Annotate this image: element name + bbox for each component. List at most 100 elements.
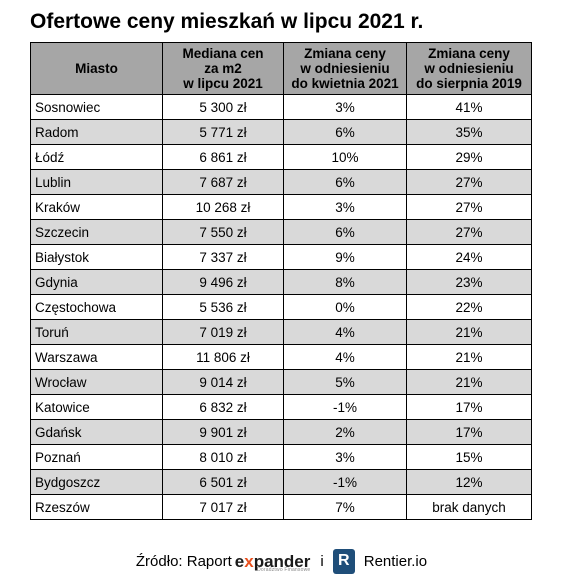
table-row: Częstochowa 5 536 zł 0% 22% (30, 294, 532, 320)
cell-change-april-2021: -1% (283, 394, 407, 420)
cell-change-august-2019: 21% (406, 319, 532, 345)
cell-change-april-2021: 4% (283, 344, 407, 370)
cell-city: Wrocław (30, 369, 163, 395)
cell-city: Szczecin (30, 219, 163, 245)
cell-median-price: 5 536 zł (162, 294, 284, 320)
cell-city: Warszawa (30, 344, 163, 370)
expander-logo: expander Doradztwo Finansowe (234, 551, 311, 573)
cell-median-price: 5 300 zł (162, 94, 284, 120)
cell-city: Kraków (30, 194, 163, 220)
table-row: Kraków 10 268 zł 3% 27% (30, 194, 532, 220)
table-row: Warszawa 11 806 zł 4% 21% (30, 344, 532, 370)
cell-change-august-2019: 35% (406, 119, 532, 145)
cell-change-august-2019: 17% (406, 394, 532, 420)
cell-median-price: 6 861 zł (162, 144, 284, 170)
cell-median-price: 10 268 zł (162, 194, 284, 220)
cell-median-price: 5 771 zł (162, 119, 284, 145)
cell-change-august-2019: 22% (406, 294, 532, 320)
source-label: Źródło: Raport (135, 552, 232, 570)
cell-change-april-2021: 8% (283, 269, 407, 295)
cell-city: Łódź (30, 144, 163, 170)
cell-city: Katowice (30, 394, 163, 420)
cell-change-april-2021: -1% (283, 469, 407, 495)
table-row: Szczecin 7 550 zł 6% 27% (30, 219, 532, 245)
table-row: Wrocław 9 014 zł 5% 21% (30, 369, 532, 395)
cell-change-august-2019: 12% (406, 469, 532, 495)
cell-change-august-2019: 15% (406, 444, 532, 470)
cell-city: Częstochowa (30, 294, 163, 320)
cell-median-price: 9 496 zł (162, 269, 284, 295)
table-row: Gdynia 9 496 zł 8% 23% (30, 269, 532, 295)
cell-city: Białystok (30, 244, 163, 270)
table-row: Katowice 6 832 zł -1% 17% (30, 394, 532, 420)
cell-change-april-2021: 0% (283, 294, 407, 320)
table-row: Rzeszów 7 017 zł 7% brak danych (30, 494, 532, 520)
cell-median-price: 7 019 zł (162, 319, 284, 345)
cell-change-april-2021: 3% (283, 194, 407, 220)
cell-change-august-2019: 17% (406, 419, 532, 445)
cell-change-august-2019: 21% (406, 369, 532, 395)
cell-change-august-2019: 24% (406, 244, 532, 270)
cell-change-august-2019: 23% (406, 269, 532, 295)
cell-change-april-2021: 3% (283, 444, 407, 470)
cell-median-price: 7 687 zł (162, 169, 284, 195)
table-row: Lublin 7 687 zł 6% 27% (30, 169, 532, 195)
table-row: Gdańsk 9 901 zł 2% 17% (30, 419, 532, 445)
header-change-august-2019: Zmiana ceny w odniesieniu do sierpnia 20… (406, 42, 532, 95)
cell-change-april-2021: 6% (283, 219, 407, 245)
cell-city: Gdańsk (30, 419, 163, 445)
header-row: Miasto Mediana cen za m2 w lipcu 2021 Zm… (30, 42, 532, 95)
cell-city: Radom (30, 119, 163, 145)
rentier-name: Rentier.io (363, 552, 428, 570)
table-row: Bydgoszcz 6 501 zł -1% 12% (30, 469, 532, 495)
table-row: Radom 5 771 zł 6% 35% (30, 119, 532, 145)
cell-city: Sosnowiec (30, 94, 163, 120)
cell-median-price: 11 806 zł (162, 344, 284, 370)
cell-change-april-2021: 5% (283, 369, 407, 395)
cell-city: Poznań (30, 444, 163, 470)
price-table: Miasto Mediana cen za m2 w lipcu 2021 Zm… (30, 42, 532, 520)
cell-median-price: 9 014 zł (162, 369, 284, 395)
table-body: Sosnowiec 5 300 zł 3% 41% Radom 5 771 zł 6% 35%… (30, 94, 532, 520)
cell-change-august-2019: 27% (406, 219, 532, 245)
cell-change-april-2021: 2% (283, 419, 407, 445)
cell-change-april-2021: 3% (283, 94, 407, 120)
source-conjunction: i (320, 552, 324, 570)
cell-median-price: 6 832 zł (162, 394, 284, 420)
header-change-april-2021: Zmiana ceny w odniesieniu do kwietnia 20… (283, 42, 407, 95)
cell-median-price: 8 010 zł (162, 444, 284, 470)
cell-change-april-2021: 4% (283, 319, 407, 345)
table-row: Białystok 7 337 zł 9% 24% (30, 244, 532, 270)
cell-change-august-2019: 29% (406, 144, 532, 170)
page-title: Ofertowe ceny mieszkań w lipcu 2021 r. (30, 10, 424, 33)
cell-median-price: 7 017 zł (162, 494, 284, 520)
cell-city: Gdynia (30, 269, 163, 295)
cell-city: Toruń (30, 319, 163, 345)
cell-change-april-2021: 9% (283, 244, 407, 270)
cell-median-price: 7 337 zł (162, 244, 284, 270)
cell-change-august-2019: 21% (406, 344, 532, 370)
header-median-price: Mediana cen za m2 w lipcu 2021 (162, 42, 284, 95)
cell-change-april-2021: 10% (283, 144, 407, 170)
table-row: Poznań 8 010 zł 3% 15% (30, 444, 532, 470)
cell-median-price: 6 501 zł (162, 469, 284, 495)
header-city: Miasto (30, 42, 163, 95)
cell-change-august-2019: 41% (406, 94, 532, 120)
cell-city: Lublin (30, 169, 163, 195)
table-header: Miasto Mediana cen za m2 w lipcu 2021 Zm… (30, 42, 532, 95)
cell-city: Rzeszów (30, 494, 163, 520)
cell-change-april-2021: 6% (283, 119, 407, 145)
cell-change-august-2019: 27% (406, 194, 532, 220)
cell-median-price: 7 550 zł (162, 219, 284, 245)
cell-change-august-2019: brak danych (406, 494, 532, 520)
rentier-logo-icon: R (332, 548, 355, 574)
cell-change-april-2021: 6% (283, 169, 407, 195)
source-footer: Źródło: Raport expander Doradztwo Finanso… (0, 545, 563, 577)
cell-city: Bydgoszcz (30, 469, 163, 495)
cell-change-april-2021: 7% (283, 494, 407, 520)
cell-median-price: 9 901 zł (162, 419, 284, 445)
cell-change-august-2019: 27% (406, 169, 532, 195)
table-row: Łódź 6 861 zł 10% 29% (30, 144, 532, 170)
table-row: Sosnowiec 5 300 zł 3% 41% (30, 94, 532, 120)
table-row: Toruń 7 019 zł 4% 21% (30, 319, 532, 345)
